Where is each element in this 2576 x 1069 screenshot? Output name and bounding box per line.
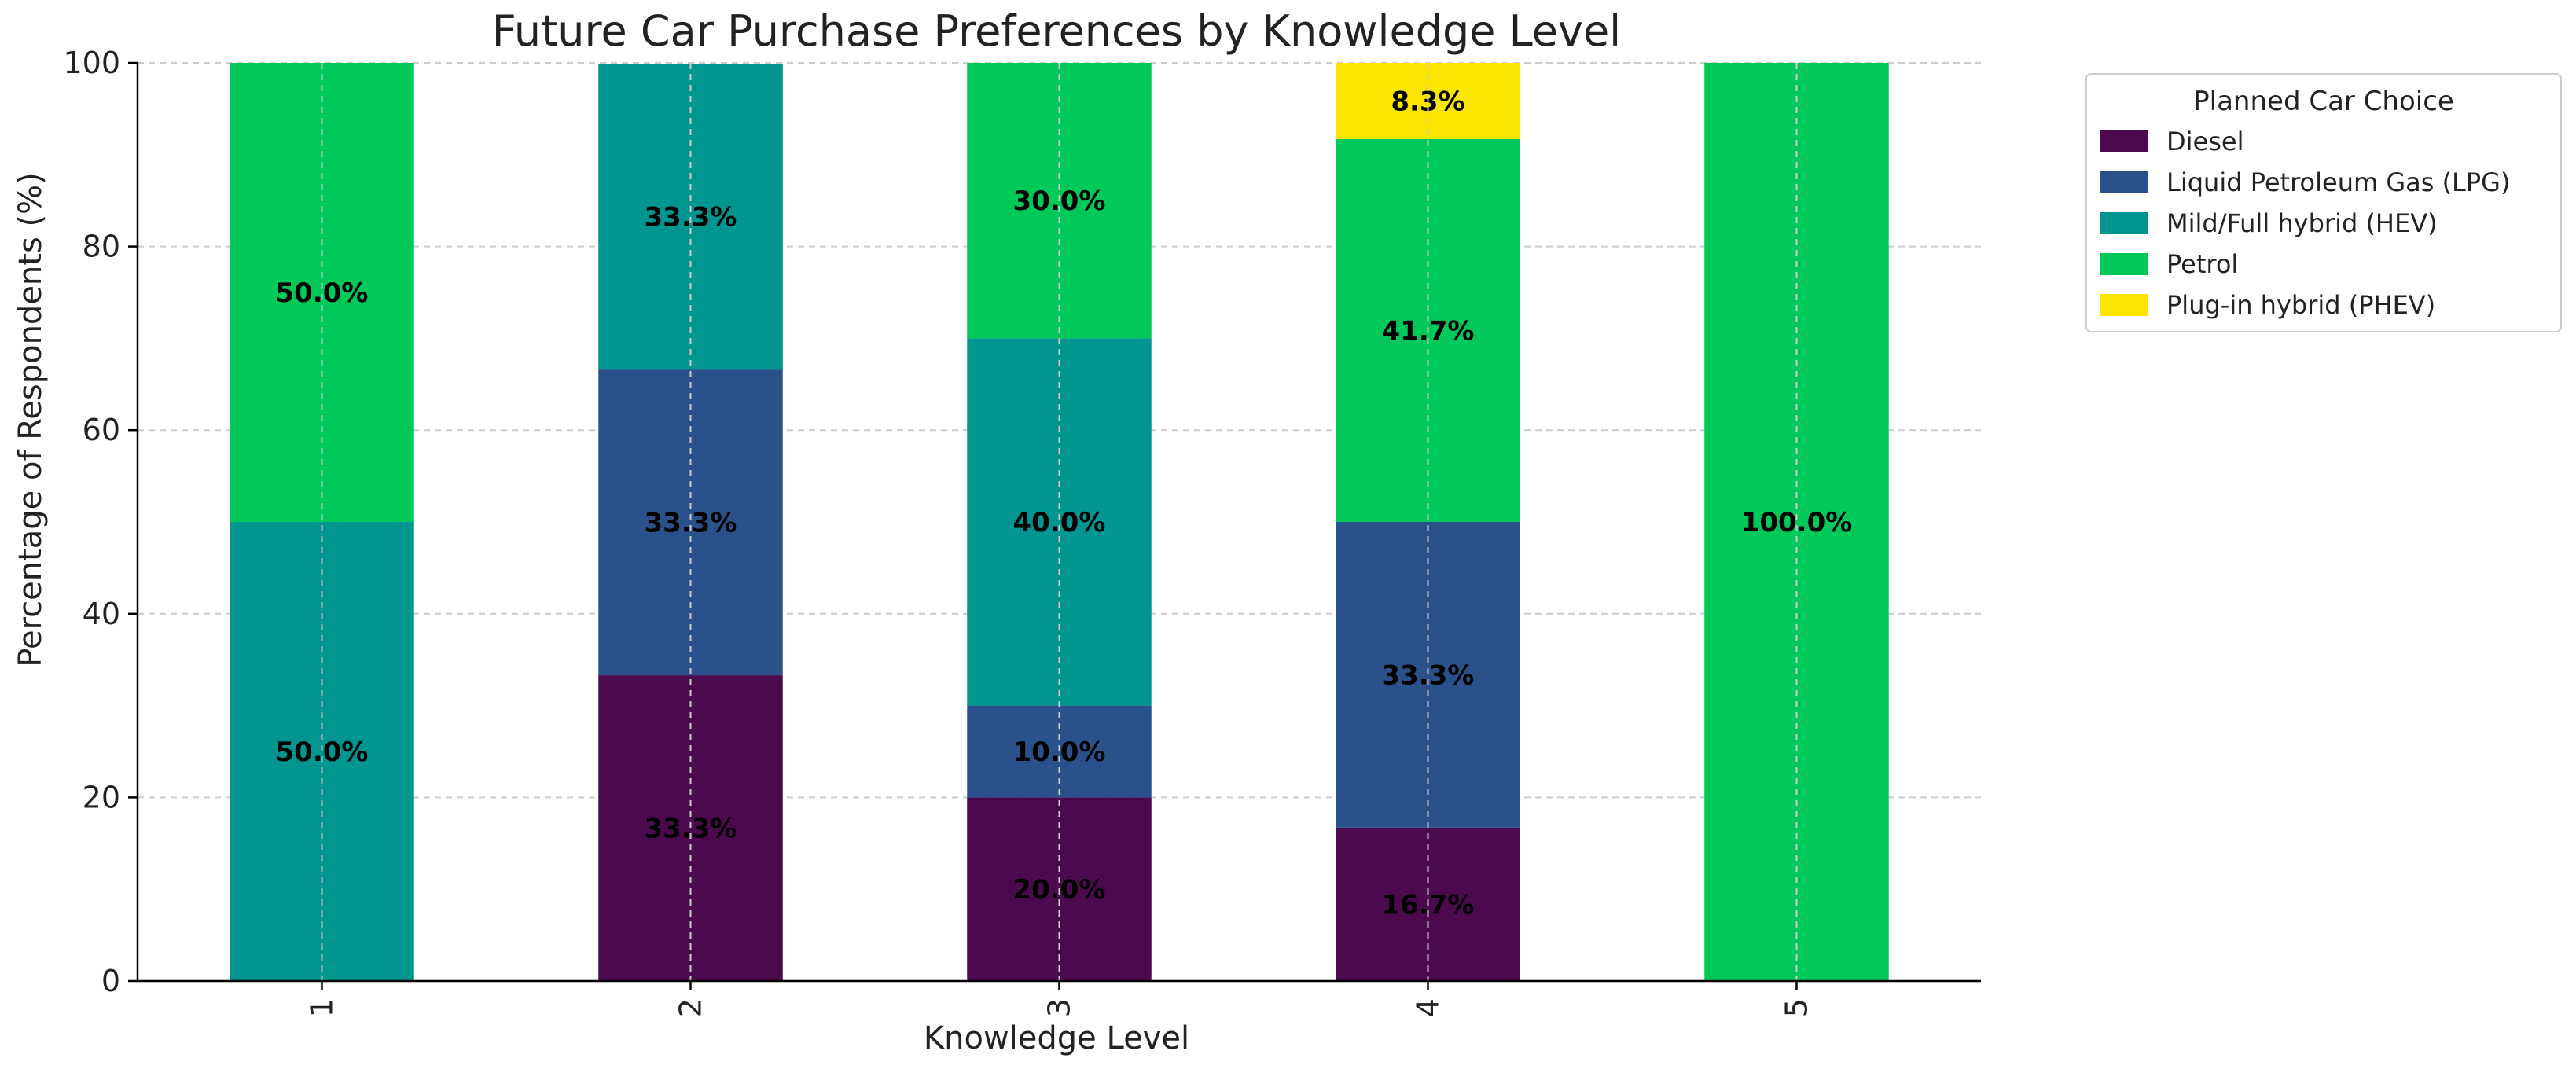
y-tick-label: 80 bbox=[83, 230, 120, 264]
legend-label: Diesel bbox=[2166, 127, 2243, 156]
x-tick-label: 1 bbox=[305, 998, 340, 1017]
x-tick-label: 3 bbox=[1042, 998, 1077, 1017]
axes-layer: 0 20 40 60 80 100 1 2 3 4 5 bbox=[63, 46, 1981, 1017]
y-tick-label: 100 bbox=[63, 46, 120, 80]
legend-label: Petrol bbox=[2166, 249, 2238, 279]
y-axis-label: Percentage of Respondents (%) bbox=[13, 172, 49, 667]
legend: Planned Car Choice Diesel Liquid Petroleu… bbox=[2085, 73, 2562, 332]
data-label: 100.0% bbox=[1741, 507, 1853, 538]
legend-swatch bbox=[2100, 171, 2148, 193]
x-tick-label: 5 bbox=[1780, 998, 1814, 1017]
chart-title: Future Car Purchase Preferences by Knowl… bbox=[492, 6, 1621, 56]
data-label: 30.0% bbox=[1013, 186, 1106, 217]
data-label: 10.0% bbox=[1013, 737, 1106, 768]
legend-label: Liquid Petroleum Gas (LPG) bbox=[2166, 167, 2510, 197]
bar-segment bbox=[967, 338, 1152, 706]
x-tick-label: 2 bbox=[674, 998, 708, 1017]
legend-items: Diesel Liquid Petroleum Gas (LPG) Mild/Ful… bbox=[2100, 127, 2510, 320]
data-labels-layer: 50.0%50.0%33.3%33.3%33.3%20.0%10.0%40.0%… bbox=[276, 63, 1853, 981]
data-label: 33.3% bbox=[645, 508, 737, 539]
y-tick-label: 20 bbox=[83, 780, 120, 814]
data-label: 33.3% bbox=[645, 814, 737, 845]
legend-swatch bbox=[2100, 130, 2148, 152]
legend-swatch bbox=[2100, 253, 2148, 275]
data-label: 40.0% bbox=[1013, 507, 1106, 538]
legend-swatch bbox=[2100, 212, 2148, 234]
y-tick-label: 0 bbox=[101, 964, 120, 998]
data-label: 50.0% bbox=[276, 737, 369, 768]
data-label: 33.3% bbox=[1382, 659, 1475, 691]
legend-title: Planned Car Choice bbox=[2193, 86, 2454, 117]
legend-box bbox=[2085, 73, 2562, 332]
bar-segment bbox=[230, 63, 414, 522]
legend-swatch bbox=[2100, 294, 2148, 316]
x-tick-label: 4 bbox=[1411, 998, 1446, 1017]
legend-label: Plug-in hybrid (PHEV) bbox=[2166, 290, 2435, 320]
legend-label: Mild/Full hybrid (HEV) bbox=[2166, 208, 2438, 238]
y-tick-label: 60 bbox=[83, 413, 120, 447]
y-tick-label: 40 bbox=[83, 597, 120, 631]
x-axis-label: Knowledge Level bbox=[924, 1020, 1189, 1056]
data-label: 50.0% bbox=[276, 277, 369, 309]
